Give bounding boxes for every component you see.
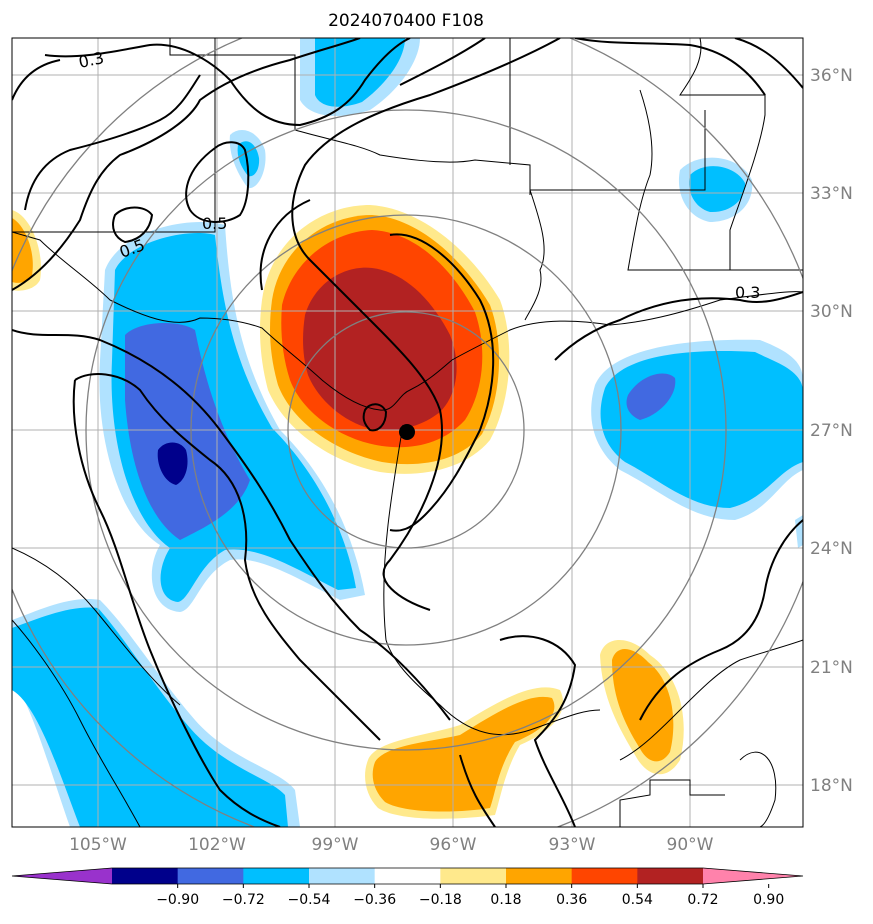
lat-label-36: 36°N bbox=[810, 66, 853, 86]
colorbar-tick-label: −0.18 bbox=[419, 892, 462, 908]
longitude-labels: 105°W 102°W 99°W 96°W 93°W 90°W bbox=[69, 835, 714, 855]
colorbar-extend-low bbox=[12, 868, 112, 884]
colorbar-segment bbox=[571, 868, 638, 884]
contour-lines bbox=[12, 38, 803, 827]
contour-label-3: 0.5 bbox=[202, 214, 227, 233]
negative-anomaly-north bbox=[229, 38, 420, 189]
map-frame bbox=[11, 37, 804, 828]
colorbar-tick-label: 0.36 bbox=[556, 892, 587, 908]
figure-title: 2024070400 F108 bbox=[328, 11, 484, 31]
lon-label-90: 90°W bbox=[667, 835, 714, 855]
colorbar-extend-high bbox=[703, 868, 803, 884]
lat-label-24: 24°N bbox=[810, 539, 853, 559]
colorbar-tick-label: −0.54 bbox=[288, 892, 331, 908]
colorbar-segment bbox=[243, 868, 310, 884]
lat-label-27: 27°N bbox=[810, 421, 853, 441]
colorbar-tick-label: −0.36 bbox=[353, 892, 396, 908]
positive-anomaly-west-edge bbox=[12, 210, 41, 291]
contour-label-1: 0.3 bbox=[77, 48, 106, 72]
colorbar-segment bbox=[637, 868, 704, 884]
storm-center-marker bbox=[399, 424, 415, 440]
colorbar-tick-label: 0.72 bbox=[687, 892, 718, 908]
colorbar: −0.90 −0.72 −0.54 −0.36 −0.18 0.18 0.36 0.54 0.7… bbox=[11, 867, 804, 908]
lon-label-93: 93°W bbox=[549, 835, 596, 855]
colorbar-outline bbox=[11, 867, 804, 885]
negative-anomaly-west bbox=[99, 222, 365, 612]
colorbar-tick-label: −0.72 bbox=[222, 892, 265, 908]
colorbar-segment bbox=[309, 868, 376, 884]
lat-label-21: 21°N bbox=[810, 658, 853, 678]
map-panel: 0.3 0.5 0.5 0.3 bbox=[12, 38, 803, 827]
coastlines bbox=[12, 38, 803, 827]
lat-label-33: 33°N bbox=[810, 184, 853, 204]
lat-label-18: 18°N bbox=[810, 776, 853, 796]
colorbar-segment bbox=[506, 868, 573, 884]
colorbar-segment bbox=[112, 868, 179, 884]
range-rings bbox=[12, 38, 803, 827]
lon-label-102: 102°W bbox=[188, 835, 246, 855]
colorbar-tick-label: 0.18 bbox=[490, 892, 521, 908]
lon-label-105: 105°W bbox=[69, 835, 127, 855]
colorbar-tick-label: 0.54 bbox=[622, 892, 653, 908]
colorbar-segment bbox=[440, 868, 507, 884]
contour-label-4: 0.3 bbox=[735, 283, 760, 302]
lat-label-30: 30°N bbox=[810, 302, 853, 322]
lon-label-96: 96°W bbox=[430, 835, 477, 855]
latitude-labels: 36°N 33°N 30°N 27°N 24°N 21°N 18°N bbox=[810, 66, 853, 796]
colorbar-segment bbox=[177, 868, 244, 884]
lon-label-99: 99°W bbox=[312, 835, 359, 855]
colorbar-tick-label: 0.90 bbox=[753, 892, 784, 908]
colorbar-segment bbox=[374, 868, 441, 884]
positive-anomaly-south bbox=[365, 640, 684, 819]
negative-anomaly-southwest bbox=[12, 599, 300, 827]
colorbar-tick-label: −0.90 bbox=[156, 892, 199, 908]
